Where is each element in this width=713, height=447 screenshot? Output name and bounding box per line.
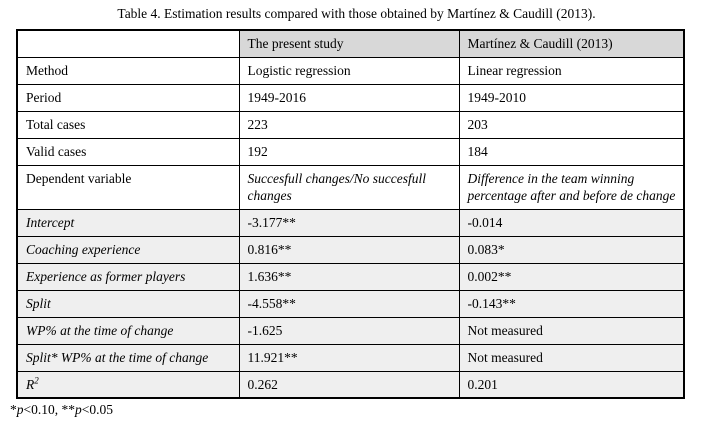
present-study-cell: 0.262 <box>238 370 460 399</box>
row-label-cell: Total cases <box>16 110 240 139</box>
header-martinez-caudill: Martínez & Caudill (2013) <box>458 29 685 58</box>
present-study-cell: -3.177** <box>238 208 460 237</box>
table-row: Method Logistic regression Linear regres… <box>16 56 685 85</box>
martinez-cell: 0.002** <box>458 262 685 291</box>
row-label-cell: Coaching experience <box>16 235 240 264</box>
row-label: Split <box>26 295 51 311</box>
row-label: Period <box>26 89 62 105</box>
row-label-cell: WP% at the time of change <box>16 316 240 345</box>
row-label-cell: Method <box>16 56 240 85</box>
martinez-cell: Linear regression <box>458 56 685 85</box>
table-body: Method Logistic regression Linear regres… <box>16 56 685 399</box>
present-study-cell: 223 <box>238 110 460 139</box>
footnote-p-1: p <box>16 402 24 418</box>
martinez-cell: 1949-2010 <box>458 83 685 112</box>
table-row: Coaching experience 0.816** 0.083* <box>16 235 685 264</box>
table-row: Period 1949-2016 1949-2010 <box>16 83 685 112</box>
present-study-cell: 1949-2016 <box>238 83 460 112</box>
row-label-cell: Split <box>16 289 240 318</box>
header-row: The present study Martínez & Caudill (20… <box>16 29 685 58</box>
row-label-cell: R2 <box>16 370 240 399</box>
martinez-cell: Difference in the team winning percentag… <box>458 164 685 210</box>
row-label-cell: Valid cases <box>16 137 240 166</box>
table-row: R2 0.262 0.201 <box>16 370 685 399</box>
martinez-cell: 184 <box>458 137 685 166</box>
martinez-cell: Not measured <box>458 343 685 372</box>
table-caption: Table 4. Estimation results compared wit… <box>117 6 596 21</box>
table-row: Dependent variable Succesfull changes/No… <box>16 164 685 210</box>
row-label-cell: Period <box>16 83 240 112</box>
row-label: WP% at the time of change <box>26 322 174 338</box>
martinez-cell: Not measured <box>458 316 685 345</box>
martinez-cell: 203 <box>458 110 685 139</box>
present-study-cell: 1.636** <box>238 262 460 291</box>
martinez-cell: -0.014 <box>458 208 685 237</box>
present-study-cell: Logistic regression <box>238 56 460 85</box>
present-study-cell: -1.625 <box>238 316 460 345</box>
row-label-cell: Dependent variable <box>16 164 240 210</box>
row-label: Dependent variable <box>26 170 132 186</box>
row-label: Experience as former players <box>26 268 186 284</box>
table-row: Split* WP% at the time of change 11.921*… <box>16 343 685 372</box>
header-present-study: The present study <box>238 29 460 58</box>
table-row: Valid cases 192 184 <box>16 137 685 166</box>
paper-page: Table 4. Estimation results compared wit… <box>10 6 713 418</box>
footnote-threshold-1: <0.10, ** <box>23 402 76 418</box>
header-empty-cell <box>16 29 240 58</box>
row-label: Intercept <box>26 214 75 230</box>
present-study-cell: Succesfull changes/No succesfull changes <box>238 164 460 210</box>
table-row: Total cases 223 203 <box>16 110 685 139</box>
table-row: WP% at the time of change -1.625 Not mea… <box>16 316 685 345</box>
row-label-superscript: 2 <box>34 375 39 386</box>
row-label-cell: Split* WP% at the time of change <box>16 343 240 372</box>
footnote-threshold-2: <0.05 <box>81 402 113 418</box>
martinez-cell: 0.083* <box>458 235 685 264</box>
row-label: Method <box>26 62 68 78</box>
row-label-cell: Intercept <box>16 208 240 237</box>
row-label: Total cases <box>26 116 86 132</box>
significance-footnote: *p<0.10, **p<0.05 <box>10 402 713 418</box>
estimation-results-table: The present study Martínez & Caudill (20… <box>16 29 685 400</box>
row-label: Coaching experience <box>26 241 141 257</box>
footnote-p-2: p <box>75 402 82 418</box>
table-row: Split -4.558** -0.143** <box>16 289 685 318</box>
row-label: R <box>26 376 35 392</box>
present-study-cell: -4.558** <box>238 289 460 318</box>
table-row: Experience as former players 1.636** 0.0… <box>16 262 685 291</box>
footnote-star-1: * <box>10 402 17 418</box>
martinez-cell: 0.201 <box>458 370 685 399</box>
row-label-cell: Experience as former players <box>16 262 240 291</box>
row-label: Split* WP% at the time of change <box>26 349 209 365</box>
martinez-cell: -0.143** <box>458 289 685 318</box>
present-study-cell: 192 <box>238 137 460 166</box>
present-study-cell: 0.816** <box>238 235 460 264</box>
table-row: Intercept -3.177** -0.014 <box>16 208 685 237</box>
present-study-cell: 11.921** <box>238 343 460 372</box>
row-label: Valid cases <box>26 143 87 159</box>
